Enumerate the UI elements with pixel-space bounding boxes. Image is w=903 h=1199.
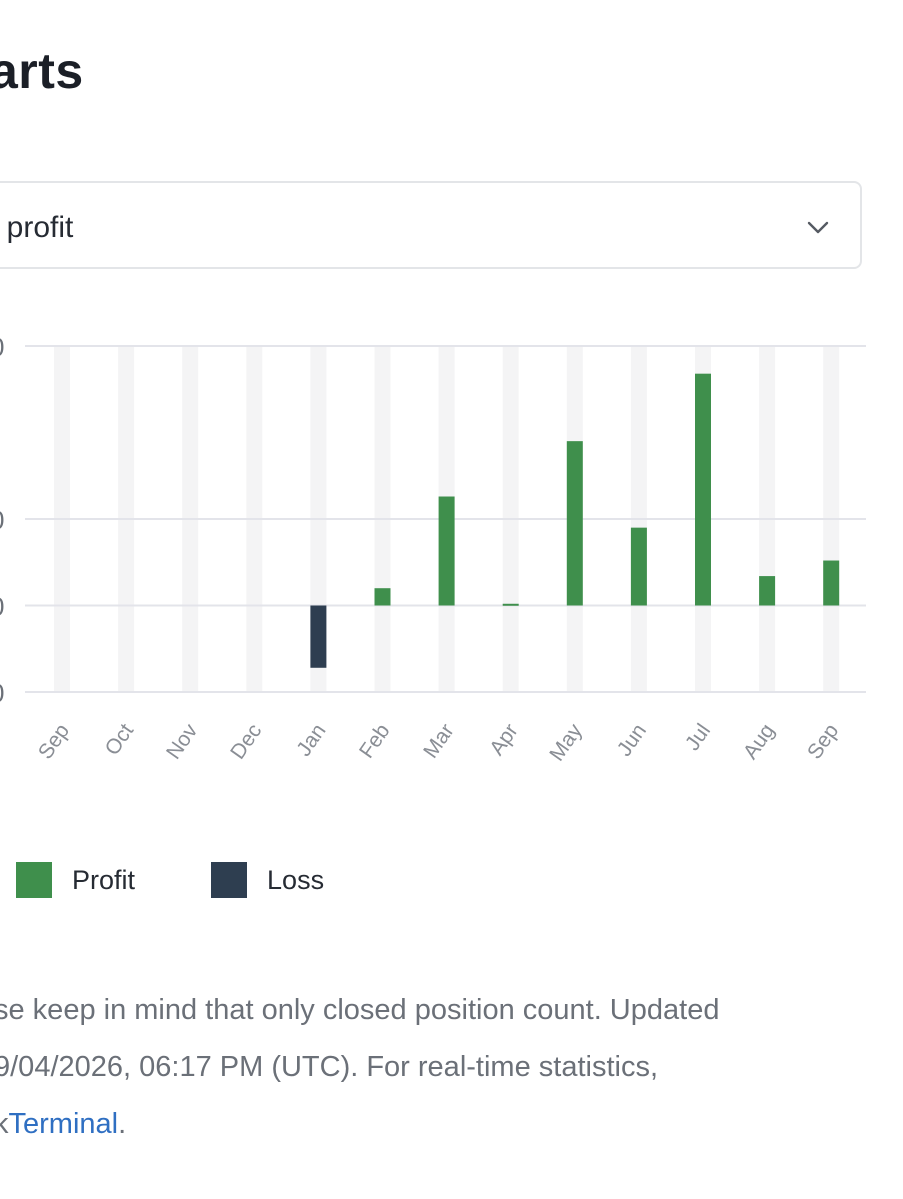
x-tick-label: Apr bbox=[485, 720, 523, 760]
terminal-link[interactable]: Terminal bbox=[8, 1108, 119, 1140]
x-tick-label: Feb bbox=[355, 720, 395, 763]
note-line-3-suffix: . bbox=[118, 1108, 127, 1140]
x-tick-label: Oct bbox=[101, 720, 139, 760]
x-tick-label: Nov bbox=[162, 719, 203, 763]
legend-item-loss[interactable]: Loss bbox=[211, 862, 324, 898]
legend-label-profit: Profit bbox=[72, 864, 136, 895]
update-note: se keep in mind that only closed positio… bbox=[0, 982, 894, 1153]
legend-label-loss: Loss bbox=[267, 864, 325, 895]
x-tick-label: Dec bbox=[226, 720, 266, 764]
x-tick-label: Sep bbox=[34, 720, 74, 764]
note-line-3: kTerminal. bbox=[0, 1096, 894, 1153]
x-tick-label: Sep bbox=[803, 720, 843, 764]
x-tick-label: May bbox=[545, 719, 587, 765]
chevron-down-icon bbox=[807, 221, 829, 234]
bar-profit bbox=[374, 588, 391, 606]
y-tick-label: 0 bbox=[0, 332, 4, 362]
bar-profit bbox=[630, 527, 647, 606]
x-tick-label: Aug bbox=[739, 720, 779, 764]
bar-profit bbox=[502, 603, 519, 606]
page-title: arts bbox=[0, 43, 84, 99]
bar-profit bbox=[695, 373, 711, 606]
bar-profit bbox=[759, 576, 776, 606]
note-line-1: se keep in mind that only closed positio… bbox=[0, 994, 720, 1026]
bar-profit bbox=[438, 496, 455, 606]
x-tick-label: Mar bbox=[419, 720, 459, 763]
note-line-2: 9/04/2026, 06:17 PM (UTC). For real-time… bbox=[0, 1051, 658, 1083]
chart-type-select[interactable]: t profit bbox=[0, 181, 862, 269]
bar-chart: 0 0 0 0 Sep Oct Nov Dec Jan Feb Mar Apr May Jun Jul Aug… bbox=[0, 332, 866, 765]
bar-profit bbox=[823, 560, 840, 606]
legend-swatch-profit bbox=[16, 862, 52, 898]
y-tick-label: 0 bbox=[0, 505, 4, 535]
note-line-3-prefix: k bbox=[0, 1108, 9, 1140]
bar-loss bbox=[310, 605, 327, 668]
x-tick-label: Jun bbox=[613, 720, 651, 761]
bar-profit bbox=[566, 441, 583, 606]
chart-legend: Profit Loss bbox=[16, 862, 400, 898]
y-tick-label: 0 bbox=[0, 592, 4, 622]
legend-item-profit[interactable]: Profit bbox=[16, 862, 135, 898]
x-tick-label: Jul bbox=[681, 720, 715, 755]
legend-swatch-loss bbox=[211, 862, 248, 898]
x-tick-label: Jan bbox=[292, 720, 330, 761]
select-value: t profit bbox=[0, 211, 74, 244]
y-tick-label: 0 bbox=[0, 678, 4, 708]
